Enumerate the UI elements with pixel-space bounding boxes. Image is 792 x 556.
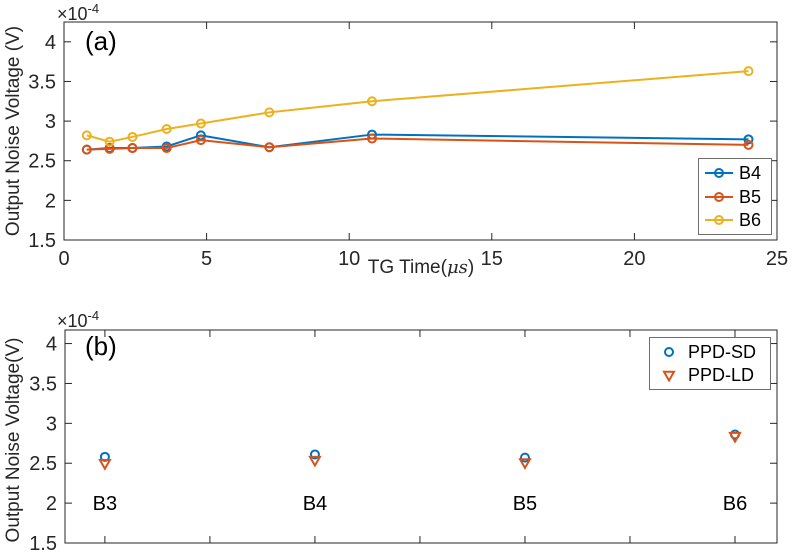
legend-label: PPD-SD: [688, 342, 757, 362]
legend-sample-marker: [664, 347, 674, 357]
legend-a: B4 B5 B6: [698, 158, 772, 235]
y-axis-exponent-a: ×10-4: [57, 1, 99, 25]
x-tick-label: 0: [58, 248, 69, 270]
legend-entry-b6: B6: [705, 211, 771, 229]
data-point-marker: [195, 118, 206, 129]
axes-box: [64, 329, 778, 544]
data-point-marker: [127, 131, 138, 142]
y-tick-label: 2: [46, 493, 57, 515]
data-point-marker: [518, 458, 532, 470]
x-tick-label: 25: [766, 248, 788, 270]
category-label: B6: [723, 493, 747, 515]
series-PPD-SD: [99, 429, 740, 463]
exponent-base: ×10: [57, 4, 88, 24]
y-tick-label: 2.5: [29, 453, 57, 475]
legend-sample-circle: [664, 347, 674, 357]
data-point-marker: [367, 96, 378, 107]
y-axis-label-b: Output Noise Voltage(V): [3, 337, 24, 543]
data-point-marker: [743, 134, 754, 145]
axes-box: [63, 21, 778, 241]
y-tick-label: 4: [45, 32, 56, 54]
x-axis-label-mu: μs: [446, 257, 468, 278]
data-point-marker: [98, 459, 112, 471]
data-point-marker: [195, 135, 206, 146]
x-tick-label: 10: [338, 248, 360, 270]
x-tick-label: 5: [201, 248, 212, 270]
legend-sample-marker: [714, 214, 724, 225]
legend-entry-b5: B5: [705, 188, 771, 206]
x-axis-label-prefix: TG Time(: [367, 257, 447, 278]
series-line: [86, 133, 749, 151]
y-tick-label: 1.5: [29, 533, 57, 555]
data-point-marker: [161, 143, 172, 154]
y-tick-label: 2: [45, 190, 56, 212]
data-point-marker: [367, 133, 378, 144]
category-label: B5: [513, 493, 537, 515]
series-line: [86, 70, 749, 143]
series-B5: [81, 133, 754, 155]
y-tick-label: 2.5: [28, 151, 56, 173]
series-B6: [81, 66, 754, 147]
data-point-marker: [743, 66, 754, 77]
x-axis-label-suffix: ): [467, 257, 475, 278]
x-axis-label-a: TG Time(μs): [368, 257, 474, 279]
y-tick-label: 1.5: [28, 230, 56, 252]
data-point-marker: [264, 107, 275, 118]
exponent-power: -4: [87, 1, 100, 16]
y-tick-label: 4: [46, 334, 57, 356]
data-point-marker: [81, 144, 92, 155]
data-point-marker: [81, 130, 92, 141]
legend-label: B6: [739, 209, 762, 230]
series-B4: [81, 129, 754, 155]
legend-label: B4: [739, 163, 762, 184]
data-point-marker: [308, 455, 322, 468]
y-axis-label-a: Output Noise Voltage (V): [3, 25, 24, 237]
subplot-b: 1.5 2 2.5 3 3.5 4 B3 B4 B5 B6: [29, 329, 778, 555]
legend-sample-line-circle: [705, 191, 733, 202]
exponent-power: -4: [87, 308, 100, 323]
y-tick-label: 3: [45, 111, 56, 133]
exponent-base: ×10: [57, 311, 88, 331]
legend-sample-marker: [714, 168, 724, 179]
legend-entry-ppd-sd: PPD-SD: [658, 343, 770, 361]
y-tick-label: 3: [46, 413, 57, 435]
category-label: B3: [93, 493, 117, 515]
series-PPD-LD: [98, 431, 742, 471]
legend-b: PPD-SD PPD-LD: [649, 337, 771, 390]
data-point-marker: [104, 136, 115, 147]
legend-sample-line-circle: [705, 214, 733, 225]
legend-sample-line-circle: [705, 168, 733, 179]
legend-entry-ppd-ld: PPD-LD: [658, 366, 770, 384]
legend-entry-b4: B4: [705, 164, 771, 182]
x-tick-label: 20: [623, 248, 645, 270]
legend-sample-triangle: [662, 370, 676, 382]
subplot-a: 0 5 10 15 20 25 1.5 2 2.5 3 3.5 4: [28, 21, 788, 270]
data-point-marker: [743, 139, 754, 150]
legend-label: B5: [739, 186, 762, 207]
x-tick-label: 15: [481, 248, 503, 270]
legend-sample-marker: [662, 370, 676, 382]
data-point-marker: [161, 124, 172, 135]
category-label: B4: [303, 493, 327, 515]
y-tick-label: 3.5: [28, 71, 56, 93]
data-point-marker: [728, 431, 742, 444]
data-point-marker: [127, 143, 138, 154]
legend-label: PPD-LD: [688, 365, 755, 385]
legend-sample-marker: [714, 191, 724, 202]
subplot-label-b: (b): [85, 331, 117, 361]
y-tick-label: 3.5: [29, 373, 57, 395]
data-point-marker: [309, 449, 320, 460]
y-axis-exponent-b: ×10-4: [57, 308, 99, 332]
data-point-marker: [519, 452, 530, 463]
data-point-marker: [264, 142, 275, 153]
subplot-label-a: (a): [85, 26, 117, 56]
